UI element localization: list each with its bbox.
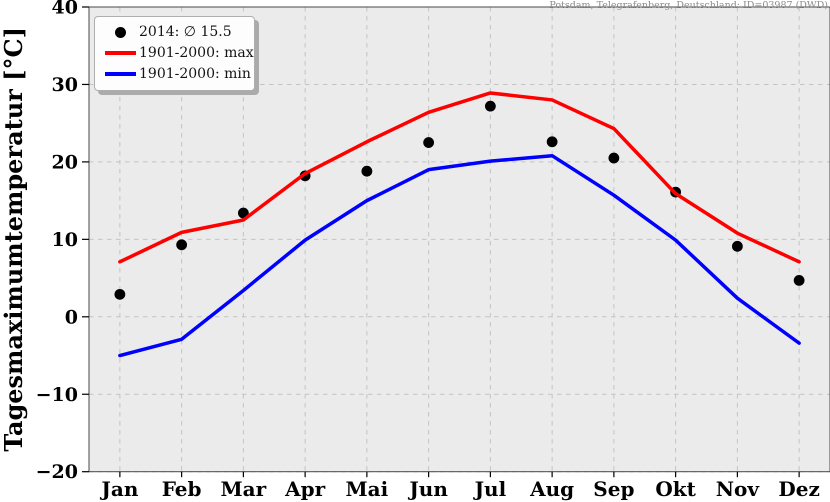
y-tick-label: 10 bbox=[52, 229, 78, 251]
legend-item-min: 1901-2000: min bbox=[101, 64, 251, 84]
x-tick-label: Apr bbox=[284, 477, 326, 501]
max-line bbox=[118, 91, 801, 264]
legend-item-max: 1901-2000: max bbox=[101, 43, 254, 63]
y-tick-label: 20 bbox=[52, 151, 78, 173]
legend: 2014: ∅ 15.5 1901-2000: max 1901-2000: m… bbox=[94, 16, 255, 91]
x-tick-label: Sep bbox=[593, 477, 634, 501]
data-point-2014 bbox=[608, 152, 620, 164]
y-tick-label: 0 bbox=[65, 306, 78, 328]
x-tick-label: Feb bbox=[162, 477, 202, 501]
y-axis-label: Tagesmaximumtemperatur [°C] bbox=[0, 27, 28, 452]
legend-marker-area bbox=[101, 72, 139, 76]
x-tick-label: Aug bbox=[529, 477, 574, 501]
y-tick-label: −10 bbox=[36, 384, 78, 406]
data-point-2014 bbox=[114, 288, 126, 300]
legend-item-2014: 2014: ∅ 15.5 bbox=[101, 22, 250, 42]
x-tick-label: Dez bbox=[778, 477, 819, 501]
legend-label-max: 1901-2000: max bbox=[139, 45, 254, 61]
data-point-2014 bbox=[361, 165, 373, 177]
min-line bbox=[118, 153, 801, 358]
data-point-2014 bbox=[731, 240, 743, 252]
y-tick-label: 40 bbox=[52, 0, 78, 19]
data-point-2014 bbox=[546, 136, 558, 148]
data-point-2014 bbox=[237, 207, 249, 219]
x-tick-label: Jul bbox=[473, 477, 507, 501]
black-dot-icon bbox=[114, 26, 126, 38]
data-point-2014 bbox=[793, 274, 805, 286]
y-tick-label: 30 bbox=[52, 74, 78, 96]
x-tick-label: Mar bbox=[221, 477, 267, 501]
legend-label-min: 1901-2000: min bbox=[139, 66, 251, 82]
blue-line-icon bbox=[104, 72, 136, 76]
data-point-2014 bbox=[176, 239, 188, 251]
chart-title: Potsdam, Telegrafenberg, Deutschland: ID… bbox=[549, 0, 828, 11]
y-tick-label: −20 bbox=[36, 461, 78, 483]
data-point-2014 bbox=[484, 100, 496, 112]
data-point-2014 bbox=[423, 137, 435, 148]
red-line-icon bbox=[104, 51, 136, 55]
x-tick-label: Nov bbox=[716, 477, 761, 501]
x-tick-label: Mai bbox=[346, 477, 389, 501]
x-tick-label: Jun bbox=[407, 477, 448, 501]
legend-marker-area bbox=[101, 26, 139, 38]
legend-marker-area bbox=[101, 51, 139, 55]
x-tick-label: Jan bbox=[99, 477, 138, 501]
x-tick-label: Okt bbox=[655, 477, 696, 501]
legend-label-2014: 2014: ∅ 15.5 bbox=[139, 24, 232, 40]
